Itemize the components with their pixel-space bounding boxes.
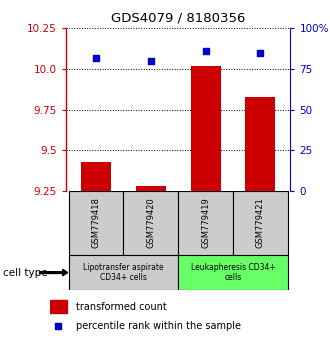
Bar bbox=[178, 255, 288, 290]
Text: percentile rank within the sample: percentile rank within the sample bbox=[76, 321, 241, 331]
Bar bbox=[81, 162, 111, 191]
Text: GSM779419: GSM779419 bbox=[201, 198, 210, 249]
Bar bbox=[123, 191, 178, 255]
Point bbox=[56, 323, 61, 329]
Text: GSM779418: GSM779418 bbox=[92, 198, 101, 249]
Bar bbox=[233, 191, 288, 255]
Point bbox=[258, 50, 263, 56]
Text: transformed count: transformed count bbox=[76, 302, 167, 312]
Bar bbox=[178, 191, 233, 255]
Bar bbox=[245, 97, 275, 191]
Text: GSM779420: GSM779420 bbox=[146, 198, 155, 249]
Bar bbox=[50, 300, 67, 313]
Bar bbox=[136, 186, 166, 191]
Bar bbox=[69, 255, 178, 290]
Text: Lipotransfer aspirate
CD34+ cells: Lipotransfer aspirate CD34+ cells bbox=[83, 263, 164, 282]
Point bbox=[93, 55, 99, 61]
Point bbox=[148, 58, 153, 64]
Bar bbox=[69, 191, 123, 255]
Text: GSM779421: GSM779421 bbox=[256, 198, 265, 249]
Title: GDS4079 / 8180356: GDS4079 / 8180356 bbox=[111, 11, 246, 24]
Text: cell type: cell type bbox=[3, 268, 48, 278]
Point bbox=[203, 48, 208, 54]
Text: Leukapheresis CD34+
cells: Leukapheresis CD34+ cells bbox=[190, 263, 275, 282]
Bar bbox=[190, 66, 221, 191]
